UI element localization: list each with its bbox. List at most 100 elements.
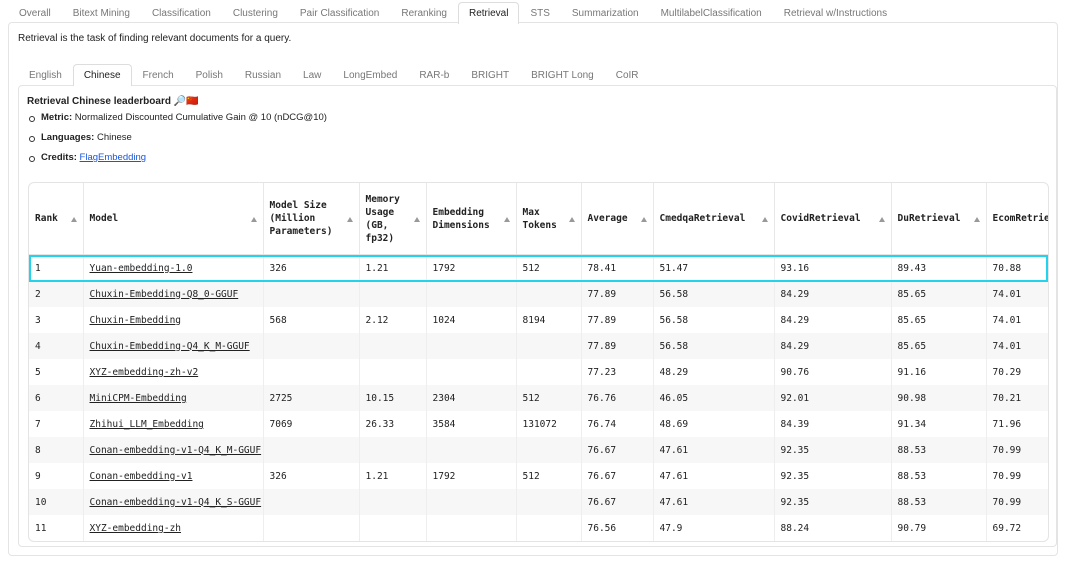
sub-tab[interactable]: CoIR — [615, 70, 639, 81]
sort-icon[interactable] — [761, 217, 768, 222]
table-cell: 90.79 — [891, 515, 987, 541]
table-cell — [359, 437, 427, 463]
column-header[interactable]: Max Tokens — [516, 183, 582, 255]
column-header[interactable]: Memory Usage (GB, fp32) — [359, 183, 427, 255]
credits-link[interactable]: FlagEmbedding — [79, 152, 147, 163]
table-cell: 88.24 — [774, 515, 892, 541]
column-title: CovidRetrieval — [780, 213, 861, 224]
table-cell: 70.21 — [986, 385, 1048, 411]
column-title: CmedqaRetrieval — [659, 213, 746, 224]
sub-tab[interactable]: Chinese — [72, 64, 132, 86]
table-cell — [516, 489, 582, 515]
sort-icon[interactable] — [878, 217, 885, 222]
table-cell: 88.53 — [891, 437, 987, 463]
top-tab[interactable]: Overall — [19, 8, 51, 19]
top-tab[interactable]: Classification — [151, 8, 211, 19]
table-cell: 77.23 — [581, 359, 654, 385]
sub-tab[interactable]: French — [142, 70, 174, 81]
column-header[interactable]: Rank — [29, 183, 84, 255]
model-link[interactable]: Chuxin-Embedding-Q4_K_M-GGUF — [89, 340, 250, 352]
model-link[interactable]: XYZ-embedding-zh-v2 — [89, 366, 199, 378]
top-tab[interactable]: MultilabelClassification — [660, 8, 762, 19]
table-cell: 131072 — [516, 411, 582, 437]
sub-tab[interactable]: Polish — [195, 70, 223, 81]
model-link[interactable]: MiniCPM-Embedding — [89, 392, 187, 404]
table-cell: 56.58 — [653, 307, 775, 333]
table-cell — [516, 281, 582, 307]
table-row: 2 Chuxin-Embedding-Q8_0-GGUF 77.89 56.58 84.… — [29, 281, 1048, 307]
model-link[interactable]: Chuxin-Embedding — [89, 314, 182, 326]
model-link[interactable]: Conan-embedding-v1-Q4_K_M-GGUF — [89, 444, 262, 456]
column-header[interactable]: CmedqaRetrieval — [653, 183, 775, 255]
model-link[interactable]: Conan-embedding-v1 — [89, 470, 193, 482]
top-tab[interactable]: STS — [530, 8, 550, 19]
top-tabs: Overall Bitext Mining Classification Cluste… — [8, 2, 898, 24]
top-tab[interactable]: Summarization — [571, 8, 639, 19]
table-cell — [359, 281, 427, 307]
column-title: Rank — [35, 213, 58, 224]
table-cell: 76.67 — [581, 437, 654, 463]
sub-tab[interactable]: English — [29, 70, 62, 81]
top-tab[interactable]: Clustering — [232, 8, 278, 19]
sort-icon[interactable] — [346, 217, 353, 222]
table-cell: 26.33 — [359, 411, 427, 437]
table-cell — [426, 359, 517, 385]
top-tab[interactable]: Reranking — [401, 8, 447, 19]
column-header[interactable]: DuRetrieval — [891, 183, 987, 255]
table-cell: Chuxin-Embedding-Q8_0-GGUF — [83, 281, 264, 307]
top-tab[interactable]: Pair Classification — [299, 8, 380, 19]
sub-tab[interactable]: Law — [303, 70, 322, 81]
column-header[interactable]: Embedding Dimensions — [426, 183, 517, 255]
sub-tab[interactable]: BRIGHT Long — [531, 70, 594, 81]
table-container: Rank Model Model Size (Million Parameters)… — [28, 182, 1049, 542]
column-header[interactable]: Average — [581, 183, 654, 255]
table-row: 11 XYZ-embedding-zh 76.56 47.9 88.24 90.79 69.… — [29, 515, 1048, 541]
sort-icon[interactable] — [640, 217, 647, 222]
top-tab[interactable]: Bitext Mining — [72, 8, 130, 19]
sort-icon[interactable] — [568, 217, 575, 222]
column-title: Memory Usage (GB, fp32) — [365, 193, 400, 244]
table-cell: Chuxin-Embedding-Q4_K_M-GGUF — [83, 333, 264, 359]
column-header[interactable]: Model Size (Million Parameters) — [263, 183, 360, 255]
table-cell: 85.65 — [891, 307, 987, 333]
column-header[interactable]: Model — [83, 183, 264, 255]
table-cell: 51.47 — [653, 254, 775, 281]
table-cell: 76.67 — [581, 463, 654, 489]
table-cell: 46.05 — [653, 385, 775, 411]
table-cell: 2304 — [426, 385, 517, 411]
sort-icon[interactable] — [503, 217, 510, 222]
sort-icon[interactable] — [70, 217, 77, 222]
table-row: 3 Chuxin-Embedding 568 2.12 1024 8194 77.89 56.… — [29, 307, 1048, 333]
column-header[interactable]: EcomRetrieval — [986, 183, 1048, 255]
sub-tab[interactable]: BRIGHT — [471, 70, 510, 81]
table-cell: 9 — [29, 463, 84, 489]
top-tab[interactable]: Retrieval w/Instructions — [783, 8, 888, 19]
model-link[interactable]: Zhihui_LLM_Embedding — [89, 418, 204, 430]
table-cell: 70.99 — [986, 463, 1048, 489]
table-cell: 93.16 — [774, 254, 892, 281]
column-header[interactable]: CovidRetrieval — [774, 183, 892, 255]
sort-icon[interactable] — [413, 217, 420, 222]
sub-tab[interactable]: LongEmbed — [343, 70, 398, 81]
table-row: 4 Chuxin-Embedding-Q4_K_M-GGUF 77.89 56.58 8… — [29, 333, 1048, 359]
column-title: Average — [587, 213, 628, 224]
table-cell: XYZ-embedding-zh — [83, 515, 264, 541]
model-link[interactable]: Chuxin-Embedding-Q8_0-GGUF — [89, 288, 239, 300]
sort-icon[interactable] — [250, 217, 257, 222]
table-cell: 47.61 — [653, 463, 775, 489]
model-link[interactable]: XYZ-embedding-zh — [89, 522, 182, 534]
model-link[interactable]: Yuan-embedding-1.0 — [89, 262, 193, 274]
table-cell — [516, 437, 582, 463]
info-item: Credits: FlagEmbedding — [27, 152, 327, 172]
table-cell — [359, 359, 427, 385]
sub-tab[interactable]: Russian — [244, 70, 282, 81]
sub-tab[interactable]: RAR-b — [419, 70, 450, 81]
table-cell: 8194 — [516, 307, 582, 333]
sort-icon[interactable] — [973, 217, 980, 222]
table-cell: 77.89 — [581, 307, 654, 333]
model-link[interactable]: Conan-embedding-v1-Q4_K_S-GGUF — [89, 496, 262, 508]
top-tab[interactable]: Retrieval — [457, 2, 520, 24]
table-cell: 7 — [29, 411, 84, 437]
table-cell: 56.58 — [653, 281, 775, 307]
table-cell: 7069 — [263, 411, 360, 437]
